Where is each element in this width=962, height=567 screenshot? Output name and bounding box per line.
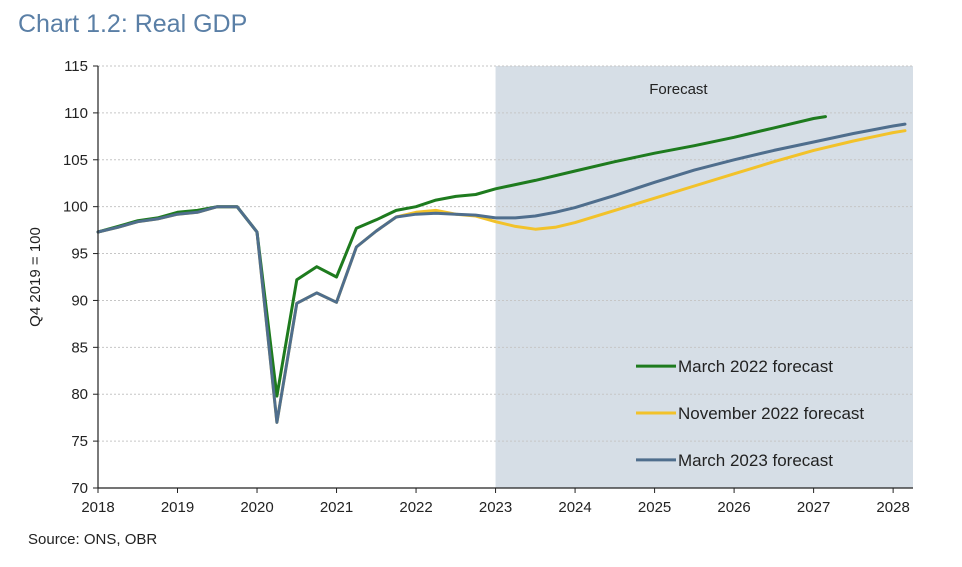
chart-title: Chart 1.2: Real GDP <box>18 10 248 38</box>
source-note: Source: ONS, OBR <box>28 531 158 548</box>
x-tick-label: 2027 <box>797 499 830 516</box>
y-tick-label: 100 <box>63 199 88 216</box>
legend-label: March 2023 forecast <box>678 451 833 470</box>
legend: March 2022 forecast November 2022 forecas… <box>636 357 864 470</box>
x-tick-label: 2020 <box>240 499 273 516</box>
series-line-march-2022-forecast <box>96 115 827 398</box>
y-tick-label: 75 <box>71 433 88 450</box>
series-line-march-2023-forecast <box>96 122 907 424</box>
forecast-label: Forecast <box>649 81 708 98</box>
legend-label: March 2022 forecast <box>678 357 833 376</box>
axes <box>97 66 913 489</box>
y-tick-label: 85 <box>71 339 88 356</box>
y-tick-label: 95 <box>71 246 88 263</box>
x-tick-label: 2024 <box>558 499 591 516</box>
x-tick-labels: 2018 2019 2020 2021 2022 2023 2024 2025 2026 2027… <box>81 488 910 516</box>
legend-label: November 2022 forecast <box>678 404 864 423</box>
x-tick-label: 2025 <box>638 499 671 516</box>
x-tick-label: 2018 <box>81 499 114 516</box>
y-tick-label: 110 <box>64 105 88 122</box>
forecast-band <box>495 66 913 488</box>
y-tick-label: 70 <box>71 480 88 497</box>
x-tick-label: 2022 <box>399 499 432 516</box>
x-tick-label: 2026 <box>717 499 750 516</box>
y-tick-label: 115 <box>64 58 88 75</box>
y-tick-labels: 70 75 80 85 90 95 100 105 110 115 <box>63 58 98 497</box>
y-axis-label: Q4 2019 = 100 <box>27 227 44 327</box>
x-tick-label: 2023 <box>479 499 512 516</box>
y-tick-label: 90 <box>71 292 88 309</box>
x-tick-label: 2028 <box>876 499 909 516</box>
x-tick-label: 2021 <box>320 499 353 516</box>
x-tick-label: 2019 <box>161 499 194 516</box>
y-tick-label: 105 <box>63 152 88 169</box>
y-tick-label: 80 <box>71 386 88 403</box>
series-lines <box>96 115 907 424</box>
